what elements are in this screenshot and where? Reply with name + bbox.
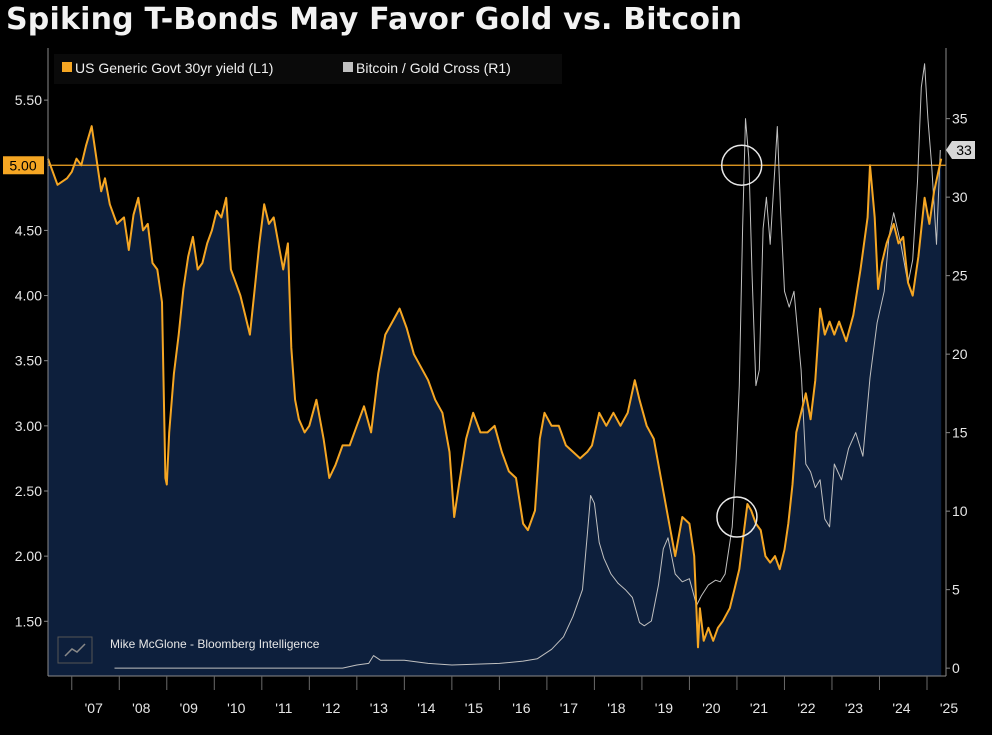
x-tick-label: '13 bbox=[370, 700, 388, 716]
bitcoin-gold-series bbox=[114, 63, 941, 669]
x-tick-label: '23 bbox=[845, 700, 863, 716]
left-tick-label: 2.00 bbox=[15, 548, 42, 564]
left-tick-label: 4.00 bbox=[15, 288, 42, 304]
left-tick-label: 3.00 bbox=[15, 418, 42, 434]
right-tick-label: 25 bbox=[952, 268, 968, 284]
x-tick-label: '09 bbox=[180, 700, 198, 716]
x-tick-label: '18 bbox=[607, 700, 625, 716]
right-tick-label: 5 bbox=[952, 582, 960, 598]
reference-badge bbox=[3, 156, 44, 175]
left-tick-label: 2.50 bbox=[15, 483, 42, 499]
right-axis-ticks: 0 5 10 15 20 25 30 35 33 bbox=[946, 111, 975, 676]
x-tick-label: '12 bbox=[322, 700, 340, 716]
x-tick-label: '19 bbox=[655, 700, 673, 716]
legend-label-bitcoin-gold: Bitcoin / Gold Cross (R1) bbox=[356, 60, 511, 76]
left-axis-ticks: 1.50 2.00 2.50 3.00 3.50 4.00 4.50 5.50 bbox=[15, 92, 48, 629]
x-tick-label: '10 bbox=[227, 700, 245, 716]
legend-label-yield: US Generic Govt 30yr yield (L1) bbox=[75, 60, 273, 76]
right-tick-label: 0 bbox=[952, 660, 960, 676]
reference-badge-label: 5.00 bbox=[9, 157, 36, 173]
last-value-badge-label: 33 bbox=[956, 142, 972, 158]
x-tick-label: '07 bbox=[85, 700, 103, 716]
bitcoin-gold-line bbox=[114, 63, 941, 669]
legend-swatch-yield bbox=[62, 62, 72, 72]
legend-background bbox=[54, 54, 562, 84]
legend: US Generic Govt 30yr yield (L1) Bitcoin … bbox=[54, 54, 562, 84]
right-tick-label: 15 bbox=[952, 425, 968, 441]
x-tick-label: '17 bbox=[560, 700, 578, 716]
yield-area-fill bbox=[48, 126, 942, 676]
yield-series bbox=[47, 125, 943, 649]
left-tick-label: 4.50 bbox=[15, 222, 42, 238]
chart-title: Spiking T-Bonds May Favor Gold vs. Bitco… bbox=[6, 2, 743, 37]
x-axis-ticks: '07 '08 '09 '10 '11 '12 '13 '14 '15 '16 '17 '18 '19 '… bbox=[71, 676, 958, 716]
credit-block: Mike McGlone - Bloomberg Intelligence bbox=[57, 636, 320, 664]
x-tick-label: '15 bbox=[465, 700, 483, 716]
reference-line-group: 5.00 bbox=[3, 156, 946, 175]
right-tick-label: 35 bbox=[952, 111, 968, 127]
x-tick-label: '14 bbox=[417, 700, 435, 716]
annotation-circle-2 bbox=[716, 496, 758, 538]
x-tick-label: '24 bbox=[892, 700, 910, 716]
yield-area bbox=[48, 126, 942, 676]
right-tick-label: 10 bbox=[952, 503, 968, 519]
x-tick-label: '16 bbox=[512, 700, 530, 716]
x-tick-label: '11 bbox=[275, 700, 292, 716]
chart-icon-box bbox=[57, 636, 93, 664]
x-tick-label: '25 bbox=[940, 700, 958, 716]
yield-line bbox=[47, 125, 943, 649]
axes bbox=[47, 48, 947, 677]
annotation-circles bbox=[716, 144, 763, 538]
legend-swatch-bitcoin-gold bbox=[343, 62, 353, 72]
left-tick-label: 3.50 bbox=[15, 353, 42, 369]
x-tick-label: '20 bbox=[702, 700, 720, 716]
left-tick-label: 1.50 bbox=[15, 613, 42, 629]
last-value-badge bbox=[946, 141, 975, 160]
chart-icon bbox=[64, 643, 86, 657]
x-tick-label: '22 bbox=[797, 700, 815, 716]
x-tick-label: '08 bbox=[132, 700, 150, 716]
x-tick-label: '21 bbox=[750, 700, 768, 716]
annotation-circle-1 bbox=[720, 144, 763, 187]
right-tick-label: 30 bbox=[952, 189, 968, 205]
right-tick-label: 20 bbox=[952, 346, 968, 362]
left-tick-label: 5.50 bbox=[15, 92, 42, 108]
credit-text: Mike McGlone - Bloomberg Intelligence bbox=[110, 637, 320, 651]
